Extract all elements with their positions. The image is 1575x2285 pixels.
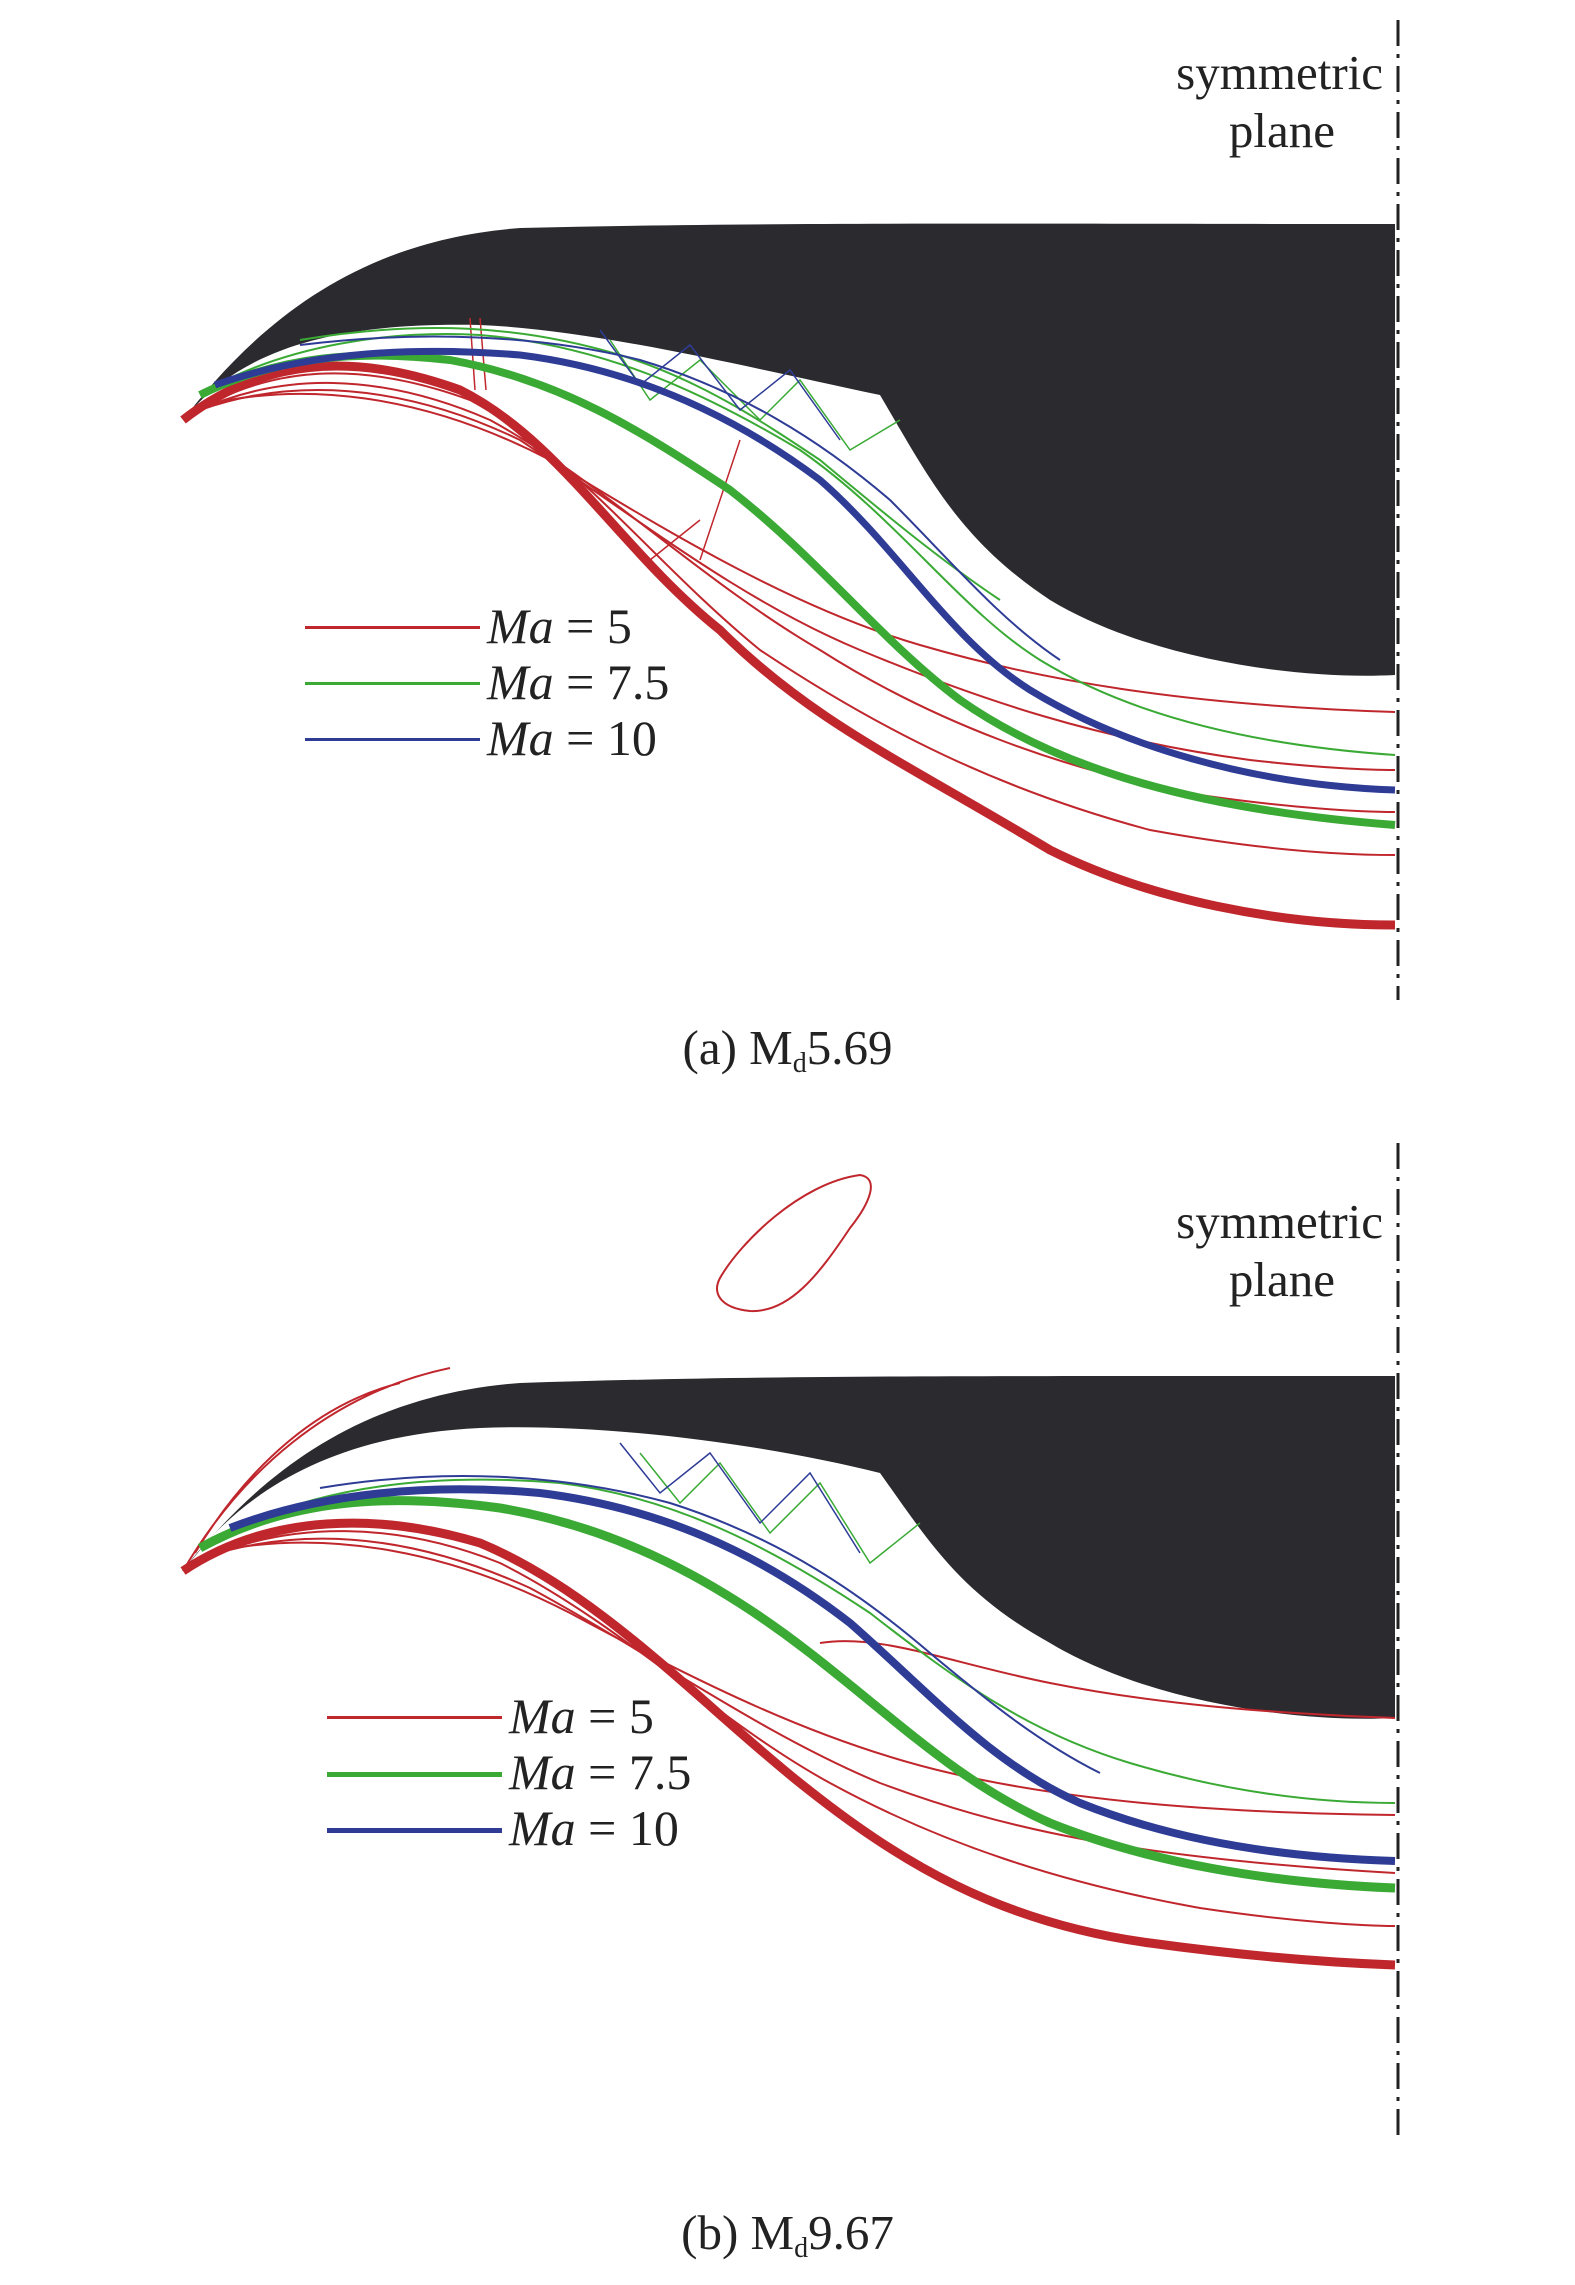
symmetric-label-line1: symmetric — [1176, 1194, 1383, 1249]
legend-swatch-ma5 — [327, 1716, 502, 1719]
caption-a: (a) Md5.69 — [682, 1020, 893, 1079]
legend-swatch-ma10 — [305, 738, 480, 741]
legend-item-ma7-5: Ma = 7.5 — [327, 1744, 747, 1800]
legend-item-ma10: Ma = 10 — [305, 710, 725, 766]
legend-swatch-ma7-5 — [305, 682, 480, 685]
bow-shock-lines — [182, 1367, 451, 1572]
legend-item-ma5: Ma = 5 — [327, 1688, 747, 1744]
isolated-contour-loop — [716, 1173, 872, 1313]
symmetric-label-line2: plane — [1228, 1252, 1335, 1307]
legend-item-ma10: Ma = 10 — [327, 1800, 747, 1856]
symmetric-label-line2: plane — [1228, 103, 1335, 158]
symmetric-plane-label: symmetric plane — [1123, 44, 1383, 160]
legend-label-ma10: Ma = 10 — [487, 710, 657, 766]
legend-swatch-ma7-5 — [327, 1772, 502, 1777]
legend-swatch-ma10 — [327, 1828, 502, 1833]
legend-label-ma10: Ma = 10 — [509, 1800, 679, 1856]
flowfield-plot-b — [180, 1143, 1400, 2143]
symmetric-plane-label: symmetric plane — [1123, 1193, 1383, 1309]
legend-label-ma5: Ma = 5 — [509, 1688, 654, 1744]
panel-b: symmetric plane Ma = 5 Ma = 7.5 Ma = 10 … — [0, 1143, 1575, 2285]
flowfield-plot-a — [180, 20, 1400, 1000]
legend-swatch-ma5 — [305, 626, 480, 629]
legend-item-ma5: Ma = 5 — [305, 598, 725, 654]
legend-label-ma7-5: Ma = 7.5 — [509, 1744, 692, 1800]
legend-label-ma7-5: Ma = 7.5 — [487, 654, 670, 710]
vehicle-body — [183, 223, 1395, 676]
contours-ma7-5 — [197, 1452, 1396, 1893]
panel-a: symmetric plane Ma = 5 Ma = 7.5 Ma = 10 … — [0, 0, 1575, 1142]
vehicle-body — [183, 1375, 1395, 1719]
symmetric-label-line1: symmetric — [1176, 45, 1383, 100]
legend-label-ma5: Ma = 5 — [487, 598, 632, 654]
contours-ma10 — [213, 329, 1396, 794]
legend-item-ma7-5: Ma = 7.5 — [305, 654, 725, 710]
caption-b: (b) Md9.67 — [681, 2205, 894, 2264]
contours-ma10 — [228, 1442, 1396, 1865]
contours-ma5 — [180, 317, 1396, 930]
